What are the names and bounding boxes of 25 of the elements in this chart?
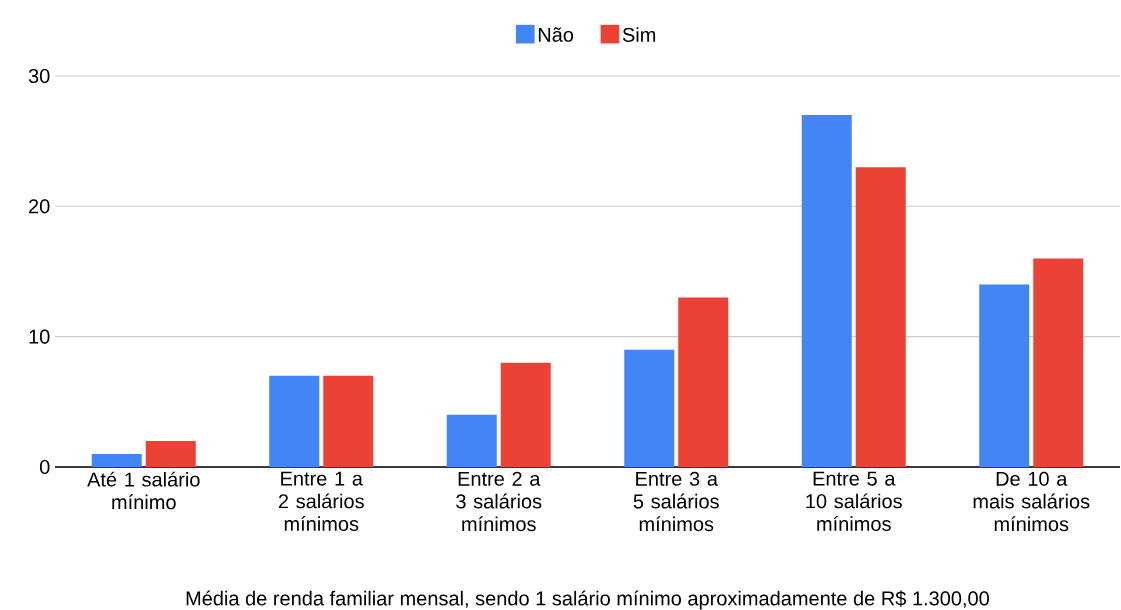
bar bbox=[145, 440, 196, 467]
x-tick-label: De 10 a mais salários mínimos bbox=[973, 471, 1090, 532]
bar bbox=[500, 362, 551, 467]
bar bbox=[678, 297, 729, 467]
x-tick-label: Entre 3 a 5 salários mínimos bbox=[633, 471, 719, 532]
bar bbox=[91, 453, 142, 467]
y-tick-label: 20 bbox=[29, 199, 50, 214]
y-tick-label: 0 bbox=[39, 459, 50, 475]
bar bbox=[1033, 258, 1084, 467]
bar bbox=[446, 414, 497, 467]
bar bbox=[979, 284, 1030, 467]
x-tick-label: Entre 2 a 3 salários mínimos bbox=[456, 471, 542, 532]
x-tick-label: Entre 1 a 2 salários mínimos bbox=[278, 471, 364, 531]
x-tick-label: Até 1 salário mínimo bbox=[87, 471, 200, 510]
y-tick-label: 30 bbox=[28, 68, 50, 84]
bar bbox=[855, 167, 906, 467]
bar bbox=[801, 115, 852, 467]
bar bbox=[323, 375, 374, 467]
y-tick-label: 10 bbox=[29, 329, 50, 344]
legend-label: Sim bbox=[622, 27, 656, 42]
x-axis-title: Média de renda familiar mensal, sendo 1 salário mínimo aproximadamente de R$ 1.300,00 bbox=[186, 590, 989, 610]
bar bbox=[624, 349, 675, 467]
legend-label: Não bbox=[538, 27, 574, 42]
x-tick-label: Entre 5 a 10 salários mínimos bbox=[806, 471, 902, 531]
bar bbox=[269, 375, 320, 467]
